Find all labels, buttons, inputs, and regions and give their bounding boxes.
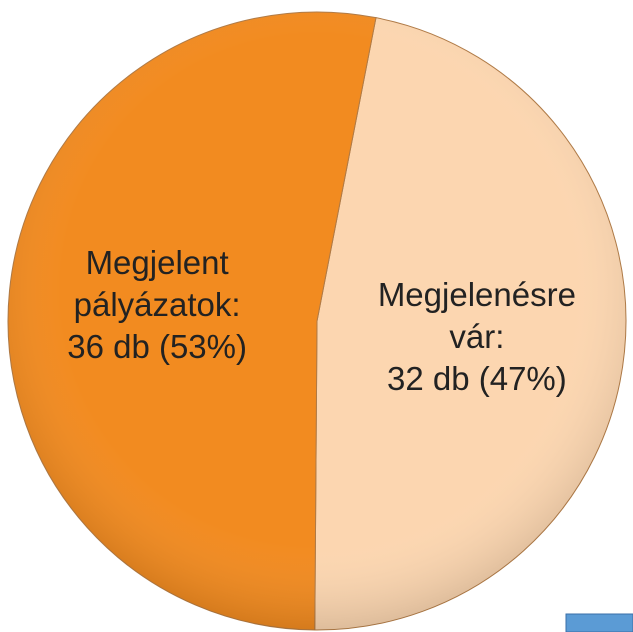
pie-shade — [8, 12, 626, 630]
category-label: Megjelenésre vár: — [377, 275, 576, 355]
corner-button — [565, 613, 633, 632]
slice-label: Megjelenésre vár: 32 db (47%) — [357, 274, 597, 400]
value-label: 32 db (47%) — [386, 359, 567, 397]
category-label: Megjelent pályázatok: — [73, 244, 241, 324]
slice-label: Megjelent pályázatok: 36 db (53%) — [37, 242, 277, 368]
value-label: 36 db (53%) — [67, 328, 247, 366]
